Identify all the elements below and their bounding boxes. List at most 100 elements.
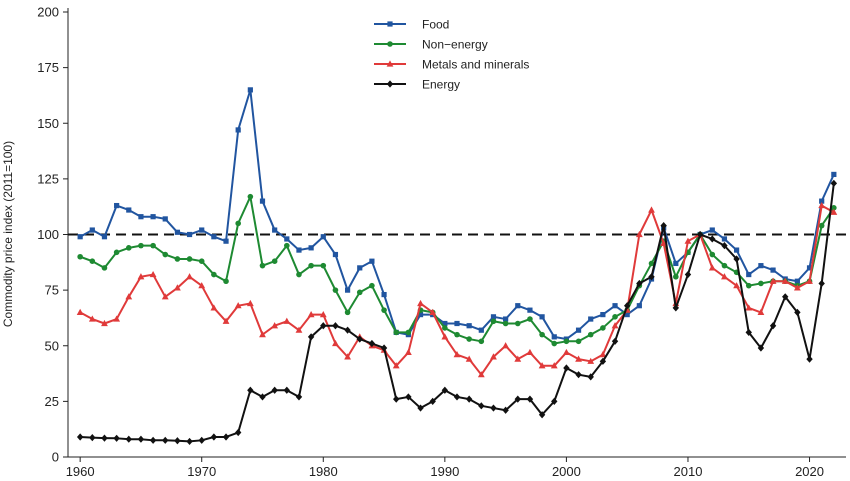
data-point-energy: [234, 428, 242, 437]
data-point-non-energy: [369, 282, 375, 289]
data-point-non-energy: [356, 289, 363, 296]
data-point-energy: [186, 437, 193, 446]
data-point-metals-and-minerals: [417, 299, 424, 307]
data-point-energy: [453, 393, 461, 401]
data-point-metals-and-minerals: [599, 351, 607, 358]
data-point-metals-and-minerals: [550, 362, 558, 369]
data-point-energy: [684, 270, 692, 279]
data-point-food: [721, 236, 728, 242]
data-point-energy: [526, 395, 534, 403]
data-point-non-energy: [198, 258, 205, 265]
data-point-energy: [356, 335, 363, 343]
legend-label: Metals and minerals: [422, 58, 529, 72]
data-point-food: [673, 260, 679, 267]
data-point-food: [357, 265, 363, 271]
data-point-food: [806, 265, 813, 271]
x-tick-label: 2010: [674, 464, 703, 479]
series-line-food: [79, 88, 835, 341]
data-point-non-energy: [223, 278, 229, 285]
data-point-metals-and-minerals: [319, 311, 327, 318]
data-point-energy: [429, 397, 436, 405]
data-point-non-energy: [466, 336, 472, 342]
y-tick-label: 200: [37, 5, 59, 20]
data-point-non-energy: [539, 331, 545, 338]
legend-label: Food: [422, 18, 449, 32]
data-point-food: [733, 247, 740, 253]
data-point-food: [515, 303, 521, 309]
data-point-non-energy: [296, 271, 302, 278]
data-point-energy: [721, 242, 728, 250]
data-point-food: [320, 234, 326, 240]
data-point-food: [454, 320, 460, 327]
data-point-non-energy: [138, 242, 144, 249]
data-point-energy: [575, 371, 582, 379]
data-point-food: [758, 263, 764, 269]
data-point-metals-and-minerals: [101, 319, 108, 327]
data-point-energy: [478, 402, 485, 410]
data-point-food: [478, 327, 484, 333]
data-point-metals-and-minerals: [271, 322, 279, 329]
data-point-metals-and-minerals: [210, 304, 218, 311]
data-point-energy: [393, 395, 400, 403]
data-point-food: [247, 87, 253, 93]
data-point-energy: [344, 326, 351, 334]
data-point-metals-and-minerals: [76, 308, 84, 315]
data-point-energy: [696, 230, 704, 239]
data-point-non-energy: [709, 251, 716, 258]
data-point-metals-and-minerals: [88, 315, 96, 322]
data-point-metals-and-minerals: [161, 293, 169, 300]
data-point-non-energy: [77, 253, 83, 260]
data-point-food: [101, 234, 108, 240]
data-point-energy: [210, 433, 218, 441]
legend-item-energy: Energy: [374, 78, 460, 92]
x-tick-label: 1980: [309, 464, 338, 479]
data-point-metals-and-minerals: [563, 348, 570, 356]
data-point-non-energy: [575, 338, 582, 345]
data-point-food: [186, 231, 193, 238]
data-point-non-energy: [284, 242, 290, 249]
data-point-non-energy: [527, 316, 533, 322]
data-point-energy: [295, 393, 303, 401]
data-point-metals-and-minerals: [733, 282, 740, 289]
data-point-non-energy: [271, 258, 278, 265]
x-tick-label: 2020: [795, 464, 824, 479]
data-point-food: [369, 258, 375, 264]
data-point-energy: [417, 404, 424, 412]
data-point-non-energy: [320, 262, 327, 269]
data-point-food: [819, 198, 825, 204]
data-point-metals-and-minerals: [137, 273, 145, 280]
data-point-metals-and-minerals: [259, 331, 266, 338]
data-point-non-energy: [247, 193, 254, 200]
data-point-metals-and-minerals: [186, 273, 193, 280]
data-point-metals-and-minerals: [745, 304, 753, 311]
data-point-metals-and-minerals: [198, 282, 206, 289]
data-point-non-energy: [89, 258, 96, 265]
data-point-energy: [222, 433, 230, 441]
data-point-non-energy: [758, 280, 764, 287]
data-point-metals-and-minerals: [222, 317, 230, 324]
data-point-energy: [174, 437, 181, 445]
data-point-non-energy: [405, 329, 412, 336]
data-point-energy: [769, 322, 777, 330]
data-point-non-energy: [259, 262, 266, 269]
y-tick-label: 50: [45, 338, 59, 353]
series-energy: [76, 179, 838, 446]
data-point-metals-and-minerals: [502, 342, 510, 349]
x-tick-label: 1990: [430, 464, 459, 479]
data-point-energy: [733, 255, 740, 263]
data-point-non-energy: [648, 260, 655, 267]
data-point-non-energy: [745, 282, 752, 289]
data-point-metals-and-minerals: [404, 348, 412, 356]
data-point-food: [551, 334, 557, 340]
data-point-food: [490, 314, 497, 320]
data-point-energy: [137, 435, 145, 443]
data-point-food: [77, 234, 83, 240]
axes: 0 25 50 75 100 125 150 175 200 1960 1970 1980 1990 20…: [37, 5, 846, 479]
data-point-food: [138, 214, 144, 220]
data-point-non-energy: [612, 314, 618, 320]
data-point-energy: [611, 337, 619, 345]
legend-swatch-marker: [386, 60, 394, 67]
data-point-metals-and-minerals: [392, 362, 400, 369]
data-point-food: [527, 307, 533, 313]
data-point-metals-and-minerals: [575, 355, 582, 362]
